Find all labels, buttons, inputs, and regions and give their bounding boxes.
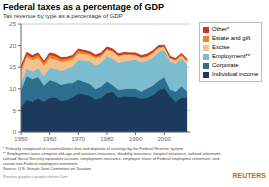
svg-text:1980: 1980 bbox=[100, 136, 114, 142]
svg-text:1960: 1960 bbox=[43, 136, 57, 142]
html-text:Corporate: Corporate bbox=[212, 62, 239, 68]
svg-text:1970: 1970 bbox=[72, 136, 86, 142]
html-text:Source: U.S. Senate Joint Comm: Source: U.S. Senate Joint Committee on T… bbox=[3, 166, 91, 171]
svg-text:0: 0 bbox=[13, 129, 17, 135]
html-text:railroad Social Security equiv: railroad Social Security equivalent acco… bbox=[3, 156, 220, 161]
html-text:Excise: Excise bbox=[212, 44, 230, 50]
html-text:Federal taxes as a percentage: Federal taxes as a percentage of GDP bbox=[3, 2, 165, 12]
svg-text:2000: 2000 bbox=[158, 136, 172, 142]
svg-text:1990: 1990 bbox=[129, 136, 143, 142]
svg-text:10: 10 bbox=[9, 86, 16, 92]
svg-text:1950: 1950 bbox=[14, 136, 28, 142]
html-text:REUTERS: REUTERS bbox=[232, 172, 266, 179]
html-text:certain non-Federal employees: certain non-Federal employees retirement… bbox=[3, 161, 79, 166]
svg-text:15: 15 bbox=[9, 64, 16, 70]
svg-text:5: 5 bbox=[13, 108, 17, 114]
html-text:Other*: Other* bbox=[212, 26, 230, 32]
html-text:Employment**: Employment** bbox=[212, 53, 250, 59]
html-text:** Employment taxes comprise o: ** Employment taxes comprise old-age and… bbox=[3, 151, 222, 156]
html-text:Individual income: Individual income bbox=[212, 71, 259, 77]
svg-text:20: 20 bbox=[9, 43, 16, 49]
html-text:Tax revenue by type as a perce: Tax revenue by type as a percentage of G… bbox=[3, 13, 123, 19]
html-text:* Primarily composed of custom: * Primarily composed of customs/duties f… bbox=[3, 146, 184, 151]
html-text:Reuters graphics.graphicslette: Reuters graphics.graphicsletter.Com bbox=[3, 174, 68, 179]
svg-text:25: 25 bbox=[9, 21, 16, 27]
html-text:Estate and gift: Estate and gift bbox=[212, 35, 251, 41]
